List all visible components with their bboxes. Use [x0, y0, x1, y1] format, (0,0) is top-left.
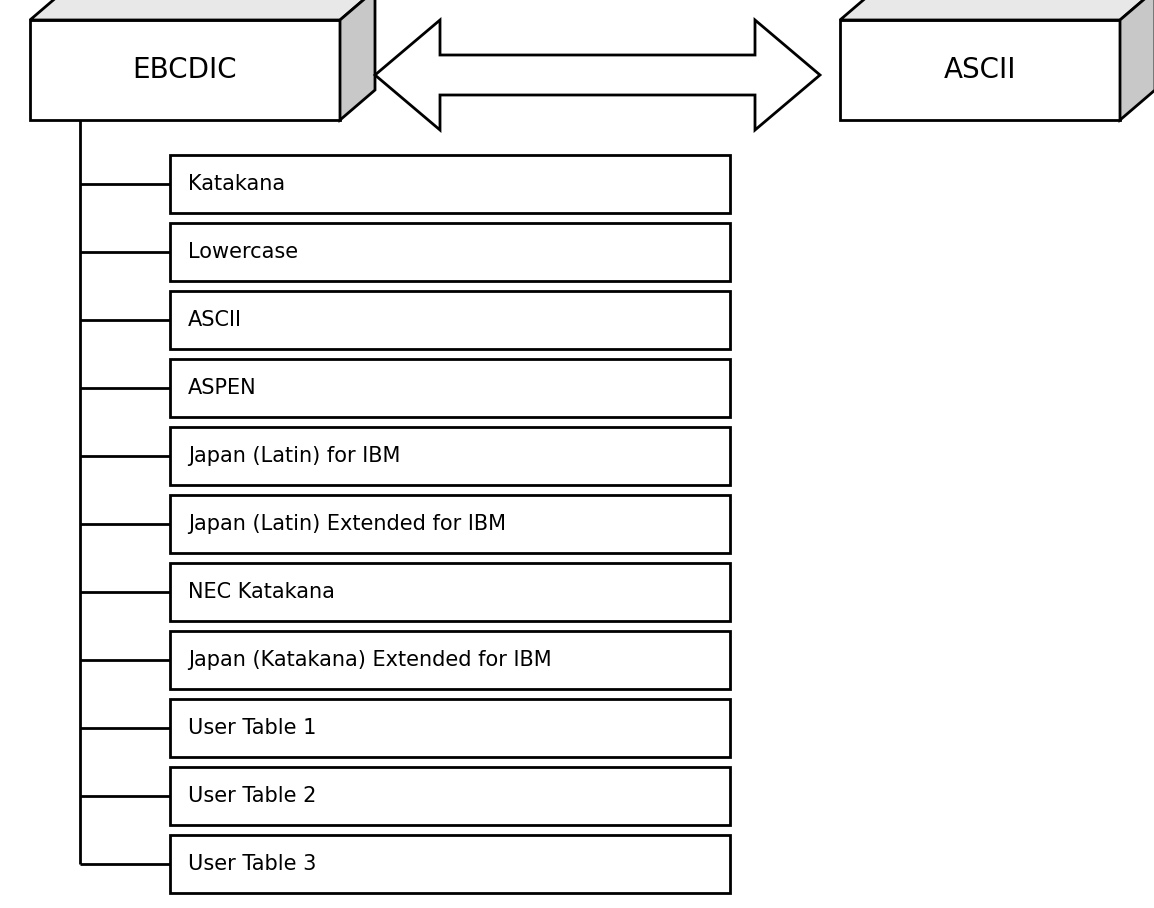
Text: Katakana: Katakana	[188, 174, 285, 194]
Text: User Table 2: User Table 2	[188, 786, 316, 806]
Bar	[170, 835, 730, 893]
Bar	[170, 767, 730, 825]
Polygon shape	[1121, 0, 1154, 120]
Text: User Table 1: User Table 1	[188, 718, 316, 738]
Text: EBCDIC: EBCDIC	[133, 56, 238, 84]
Text: Japan (Latin) for IBM: Japan (Latin) for IBM	[188, 446, 400, 466]
Bar	[170, 563, 730, 621]
Polygon shape	[30, 20, 340, 120]
Polygon shape	[30, 0, 375, 20]
Text: ASPEN: ASPEN	[188, 378, 256, 398]
Polygon shape	[340, 0, 375, 120]
Polygon shape	[840, 20, 1121, 120]
Polygon shape	[375, 20, 820, 130]
Text: User Table 3: User Table 3	[188, 854, 316, 874]
Text: Japan (Latin) Extended for IBM: Japan (Latin) Extended for IBM	[188, 514, 505, 534]
Bar	[170, 699, 730, 757]
Bar	[170, 291, 730, 349]
Text: Lowercase: Lowercase	[188, 242, 298, 262]
Bar	[170, 155, 730, 213]
Polygon shape	[840, 0, 1154, 20]
Text: NEC Katakana: NEC Katakana	[188, 582, 335, 602]
Bar	[170, 359, 730, 417]
Bar	[170, 495, 730, 553]
Bar	[170, 223, 730, 281]
Bar	[170, 427, 730, 485]
Text: ASCII: ASCII	[944, 56, 1017, 84]
Text: Japan (Katakana) Extended for IBM: Japan (Katakana) Extended for IBM	[188, 650, 552, 670]
Bar	[170, 631, 730, 689]
Text: ASCII: ASCII	[188, 310, 242, 330]
